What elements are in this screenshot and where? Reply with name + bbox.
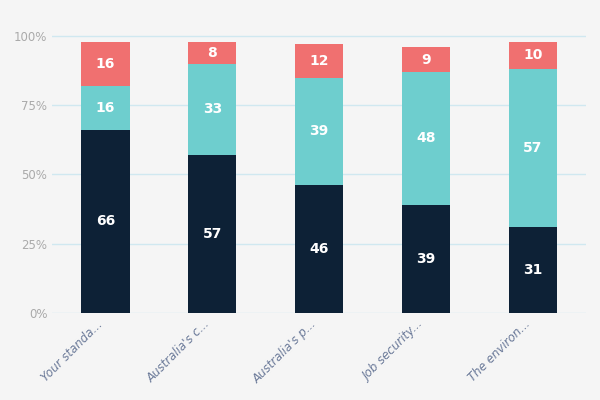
- Text: 66: 66: [96, 214, 115, 228]
- Bar: [509, 42, 557, 69]
- Bar: [509, 69, 557, 227]
- Bar: [295, 78, 343, 186]
- Bar: [295, 186, 343, 313]
- Text: 48: 48: [416, 131, 436, 145]
- Text: 39: 39: [310, 124, 329, 138]
- Bar: [295, 44, 343, 78]
- Text: 16: 16: [96, 57, 115, 71]
- Text: 39: 39: [416, 252, 436, 266]
- Bar: [402, 205, 450, 313]
- Bar: [509, 227, 557, 313]
- Text: 31: 31: [523, 263, 542, 277]
- Text: 9: 9: [421, 52, 431, 66]
- Bar: [82, 130, 130, 313]
- Bar: [82, 86, 130, 130]
- Text: 57: 57: [523, 141, 542, 155]
- Text: 33: 33: [203, 102, 222, 116]
- Text: 16: 16: [96, 101, 115, 115]
- Text: 57: 57: [203, 227, 222, 241]
- Text: 10: 10: [523, 48, 542, 62]
- Bar: [188, 155, 236, 313]
- Bar: [82, 42, 130, 86]
- Text: 12: 12: [310, 54, 329, 68]
- Text: 8: 8: [208, 46, 217, 60]
- Bar: [402, 72, 450, 205]
- Bar: [188, 64, 236, 155]
- Bar: [188, 42, 236, 64]
- Bar: [402, 47, 450, 72]
- Text: 46: 46: [310, 242, 329, 256]
